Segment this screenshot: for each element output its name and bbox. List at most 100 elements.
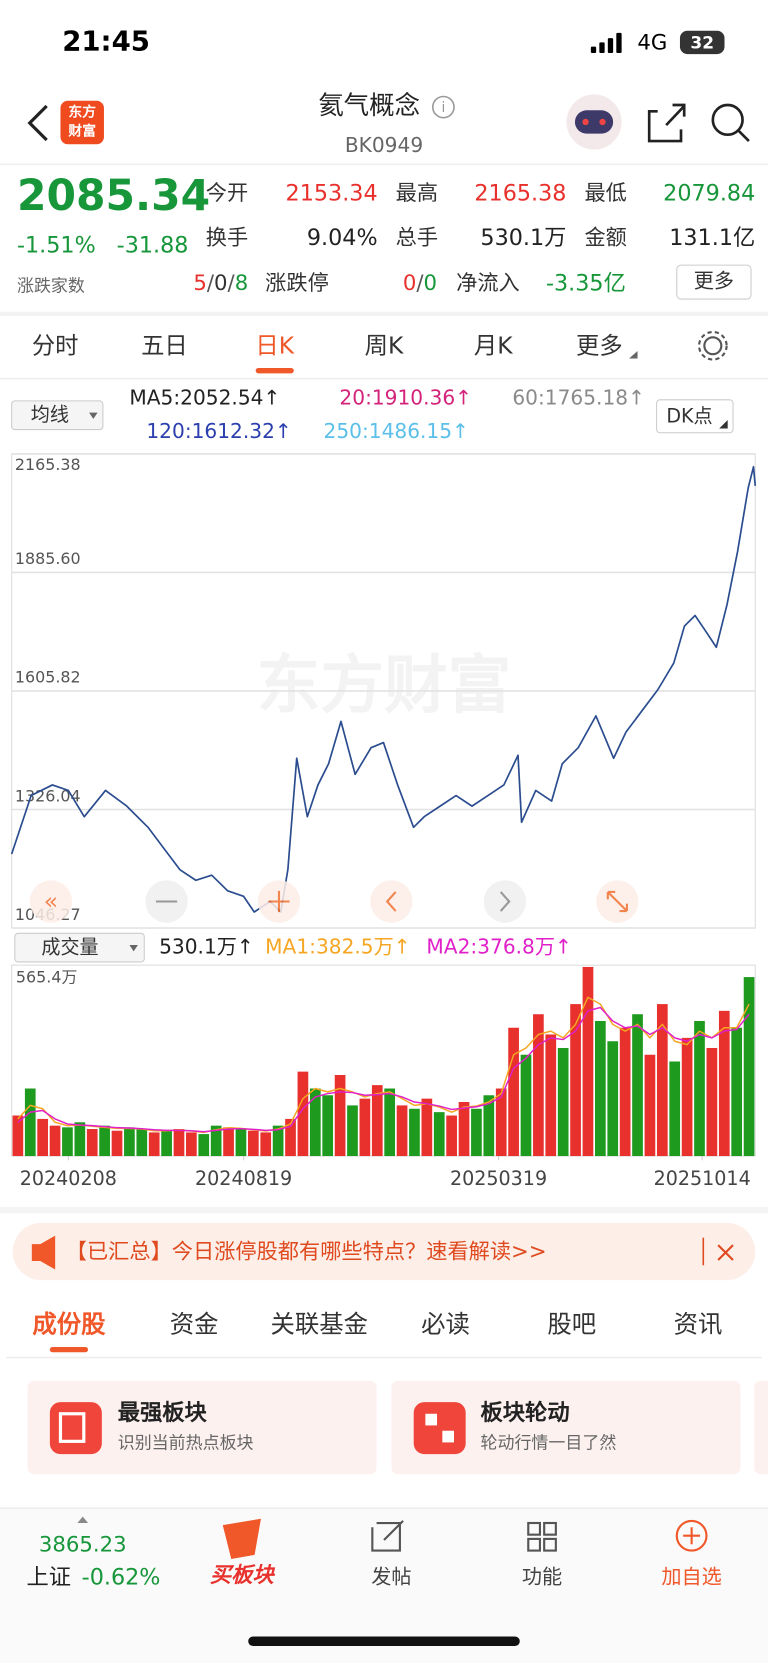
dk-button[interactable] (656, 399, 734, 434)
volume-bar (508, 1027, 519, 1157)
search-button[interactable] (711, 103, 744, 137)
volume-bar (49, 1125, 61, 1157)
section-tab[interactable]: 资金 (170, 1310, 219, 1339)
section-tab[interactable]: 股吧 (547, 1310, 596, 1339)
divider (0, 311, 768, 317)
limit-down: 0 (424, 271, 438, 296)
section-tab[interactable]: 成份股 (32, 1310, 106, 1339)
ma-selector-label: 均线 (31, 403, 69, 426)
volume-bar (607, 1041, 619, 1157)
volume-bar (570, 1004, 581, 1157)
more-button[interactable] (676, 264, 752, 300)
board-code: BK0949 (345, 133, 423, 157)
volume-bar (186, 1132, 197, 1157)
volume-bar (619, 1027, 631, 1157)
nav-icon (222, 1518, 261, 1560)
flat-count: 0 (214, 271, 228, 296)
page-title: 氦气概念 (318, 91, 420, 121)
y-tick-label: 565.4万 (16, 967, 77, 986)
section-tab[interactable]: 资讯 (674, 1310, 723, 1339)
section-tab[interactable]: 必读 (421, 1310, 470, 1339)
field-value: 2153.34 (286, 181, 378, 207)
share-button[interactable] (647, 103, 686, 143)
close-button[interactable] (717, 1244, 734, 1261)
field-value: 9.04% (307, 225, 378, 251)
ma-selector[interactable] (11, 400, 104, 431)
change: -31.88 (117, 233, 189, 259)
price: 2085.34 (17, 172, 210, 221)
tab-underline (49, 1346, 89, 1353)
y-tick-label: 1885.60 (15, 549, 81, 568)
volume-bar (743, 977, 755, 1157)
volume-legend-item: 530.1万↑ (159, 935, 254, 959)
volume-bar (12, 1115, 24, 1157)
card-title: 最强板块 (118, 1400, 208, 1426)
logo[interactable] (60, 100, 104, 145)
signal-icon (590, 32, 622, 54)
volume-bar (495, 1088, 507, 1157)
volume-bar (111, 1130, 123, 1157)
field-value: 2079.84 (663, 181, 755, 207)
nav-item[interactable]: 买板块 (210, 1563, 275, 1588)
nav-item[interactable]: 加自选 (661, 1565, 721, 1589)
card-subtitle: 轮动行情一目了然 (481, 1433, 617, 1453)
info-icon-glyph: i (441, 100, 445, 116)
period-tabs: 分时 五日 日K 周K 月K 更多 (32, 331, 638, 374)
volume-bar (272, 1125, 284, 1157)
field-label: 今开 (206, 181, 248, 206)
nav-icon (527, 1521, 557, 1552)
battery-level: 32 (690, 33, 714, 53)
nav-item[interactable]: 发帖 (371, 1565, 411, 1589)
volume-bar (223, 1127, 234, 1157)
chart-controls: « (29, 880, 639, 923)
netflow: -3.35亿 (546, 271, 626, 297)
nav-item[interactable]: 功能 (522, 1565, 562, 1589)
network: 4G (637, 30, 667, 55)
feature-card[interactable] (27, 1380, 377, 1475)
volume-bar (37, 1118, 48, 1157)
volume-bar (297, 1071, 309, 1157)
limit-up: 0 (403, 271, 417, 296)
volume-selector-label: 成交量 (41, 936, 98, 959)
feature-card[interactable] (754, 1380, 768, 1475)
period-tab[interactable]: 分时 (32, 331, 79, 359)
index-value: 3865.23 (39, 1532, 127, 1557)
volume-bar (198, 1134, 210, 1157)
volume-bar (86, 1129, 98, 1157)
volume-bar (359, 1098, 371, 1157)
field-label: 金额 (584, 226, 626, 251)
card-icon (49, 1402, 102, 1455)
section-tab[interactable]: 关联基金 (271, 1310, 369, 1339)
period-tab[interactable]: 日K (255, 331, 294, 359)
scroll-start-button[interactable] (29, 880, 73, 923)
back-button[interactable] (27, 104, 48, 142)
feature-card[interactable] (391, 1380, 741, 1475)
dk-button-label: DK点 (666, 404, 712, 427)
volume-bar (62, 1127, 73, 1157)
period-tab[interactable]: 周K (365, 331, 404, 359)
settings-button[interactable] (703, 336, 723, 356)
volume-legend-item: MA2:376.8万↑ (426, 935, 571, 959)
card-title: 板块轮动 (481, 1399, 570, 1426)
news-banner[interactable] (12, 1222, 756, 1281)
period-tab[interactable]: 月K (474, 331, 513, 359)
volume-selector[interactable] (14, 932, 145, 963)
period-tab[interactable]: 更多 (576, 331, 623, 359)
period-tab[interactable]: 五日 (141, 331, 188, 359)
volume-bar (557, 1047, 569, 1157)
ma-value: MA5:2052.54↑ (129, 385, 280, 409)
logo-text: 东方 (68, 103, 96, 120)
section-tabs: 成份股 资金 关联基金 必读 股吧 资讯 (32, 1310, 722, 1353)
volume-bar (124, 1127, 135, 1157)
next-button[interactable] (483, 880, 527, 923)
volume-bar (669, 1061, 681, 1157)
info-icon[interactable] (431, 95, 455, 119)
volume-bar (656, 1004, 668, 1157)
prev-button[interactable] (370, 880, 413, 923)
volume-bar (173, 1129, 185, 1157)
x-tick-label: 20250319 (450, 1167, 547, 1190)
volume-bar (706, 1047, 718, 1157)
volume-bar (347, 1105, 358, 1157)
